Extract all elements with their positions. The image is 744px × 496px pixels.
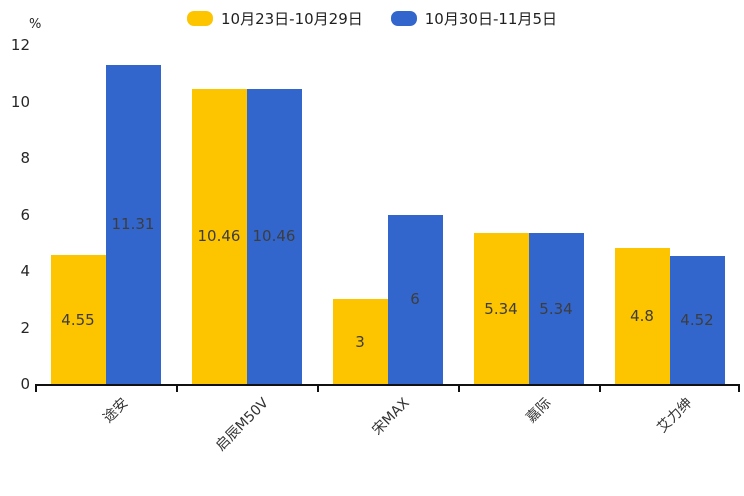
bar-group-1: 4.55 11.31 [35, 45, 176, 384]
x-category-label-4: 嘉际 [522, 395, 554, 427]
x-axis-tick [35, 386, 37, 392]
bar-value-label: 10.46 [197, 227, 241, 246]
bar-value-label: 5.34 [484, 299, 518, 318]
bar-value-label: 4.52 [680, 311, 714, 330]
bar-series1-1: 4.55 [50, 255, 106, 384]
y-tick-label-4: 4 [20, 262, 30, 280]
bar-value-label: 10.46 [252, 227, 296, 246]
y-tick-label-2: 2 [20, 318, 30, 337]
legend-swatch-week1-icon [187, 11, 213, 26]
y-tick-label-10: 10 [10, 92, 30, 111]
x-category-label-1: 途安 [99, 395, 131, 427]
bar-series2-4: 5.34 [528, 233, 584, 384]
bar-group-2: 10.46 10.46 [176, 45, 317, 384]
bar-value-label: 6 [410, 290, 420, 309]
bar-series1-2: 10.46 [191, 88, 247, 384]
bar-value-label: 11.31 [111, 215, 155, 234]
plot-area: 4.55 11.31 10.46 10.46 3 6 5.34 5.34 4.8 4.52 [35, 45, 740, 386]
x-axis-tick [458, 386, 460, 392]
legend-swatch-week2-icon [390, 11, 417, 26]
legend-label-week1: 10月23日-10月29日 [221, 10, 363, 28]
bar-group-5: 4.8 4.52 [599, 45, 740, 384]
legend-item-week2[interactable]: 10月30日-11月5日 [390, 8, 557, 29]
x-axis-tick [176, 386, 178, 392]
y-tick-label-6: 6 [20, 205, 30, 224]
x-axis-tick [599, 386, 601, 392]
bar-series2-2: 10.46 [246, 88, 302, 384]
legend-label-week2: 10月30日-11月5日 [424, 10, 557, 28]
bar-value-label: 4.55 [61, 310, 95, 329]
legend-item-week1[interactable]: 10月23日-10月29日 [187, 8, 363, 29]
bar-value-label: 3 [355, 332, 365, 351]
y-tick-label-8: 8 [20, 149, 30, 167]
bar-series2-1: 11.31 [105, 64, 161, 384]
bar-series2-5: 4.52 [669, 256, 725, 384]
x-axis-tick [738, 386, 740, 392]
bar-value-label: 5.34 [539, 299, 573, 318]
bar-series1-5: 4.8 [614, 248, 670, 384]
x-category-label-2: 启辰M50V [212, 395, 272, 455]
x-category-label-5: 艾力绅 [653, 395, 695, 437]
bar-series1-4: 5.34 [473, 233, 529, 384]
y-axis-unit-label: % [29, 17, 42, 32]
bar-group-4: 5.34 5.34 [458, 45, 599, 384]
y-tick-label-0: 0 [20, 375, 30, 393]
legend: 10月23日-10月29日 10月30日-11月5日 [0, 8, 744, 29]
y-tick-label-12: 12 [10, 36, 30, 54]
x-category-label-3: 宋MAX [369, 395, 413, 439]
bar-value-label: 4.8 [630, 307, 654, 326]
bar-series2-3: 6 [387, 214, 443, 384]
x-axis-tick [317, 386, 319, 392]
bar-series1-3: 3 [332, 299, 388, 384]
